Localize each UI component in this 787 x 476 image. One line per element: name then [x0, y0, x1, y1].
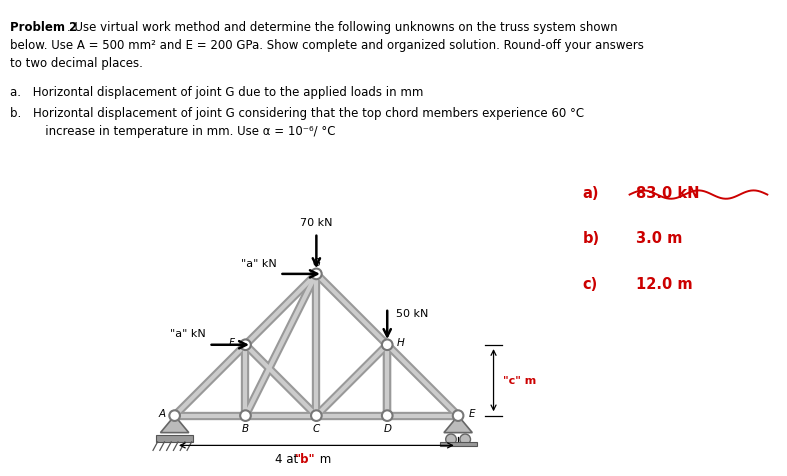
Text: B: B [242, 423, 249, 433]
Circle shape [453, 410, 464, 421]
Text: G: G [312, 258, 320, 268]
Text: Problem 2: Problem 2 [10, 21, 77, 34]
Circle shape [169, 410, 180, 421]
Text: b. Horizontal displacement of joint G considering that the top chord members exp: b. Horizontal displacement of joint G co… [10, 107, 585, 120]
Text: "a" kN: "a" kN [170, 329, 206, 338]
Text: to two decimal places.: to two decimal places. [10, 57, 143, 69]
Text: "a" kN: "a" kN [241, 258, 277, 268]
Text: C: C [312, 423, 320, 433]
Circle shape [460, 434, 471, 445]
Text: m: m [316, 453, 331, 466]
Circle shape [382, 340, 393, 350]
Text: below. Use A = 500 mm² and E = 200 GPa. Show complete and organized solution. Ro: below. Use A = 500 mm² and E = 200 GPa. … [10, 39, 644, 52]
Text: 70 kN: 70 kN [300, 218, 333, 228]
Bar [440, 442, 477, 446]
Circle shape [240, 410, 251, 421]
Text: A: A [159, 408, 166, 418]
Text: increase in temperature in mm. Use α = 10⁻⁶/ °C: increase in temperature in mm. Use α = 1… [10, 125, 336, 138]
Bar [156, 435, 193, 442]
Polygon shape [444, 416, 472, 433]
Text: D: D [383, 423, 391, 433]
Polygon shape [161, 416, 189, 433]
Text: 4 at: 4 at [275, 453, 302, 466]
Text: F: F [229, 337, 235, 347]
Text: b): b) [582, 231, 600, 246]
Circle shape [311, 410, 322, 421]
Text: 50 kN: 50 kN [396, 308, 428, 318]
Text: 12.0 m: 12.0 m [636, 276, 693, 291]
Circle shape [240, 340, 251, 350]
Text: "c" m: "c" m [504, 376, 537, 386]
Text: "b": "b" [295, 453, 316, 466]
Text: E: E [469, 408, 475, 418]
Text: 3.0 m: 3.0 m [636, 231, 682, 246]
Circle shape [382, 410, 393, 421]
Text: a): a) [582, 186, 599, 200]
Text: a. Horizontal displacement of joint G due to the applied loads in mm: a. Horizontal displacement of joint G du… [10, 86, 423, 99]
Circle shape [311, 269, 322, 279]
Text: H: H [397, 337, 405, 347]
Circle shape [445, 434, 456, 445]
Text: 83.0 kN: 83.0 kN [636, 186, 700, 200]
Text: c): c) [582, 276, 597, 291]
Text: . Use virtual work method and determine the following unknowns on the truss syst: . Use virtual work method and determine … [67, 21, 618, 34]
